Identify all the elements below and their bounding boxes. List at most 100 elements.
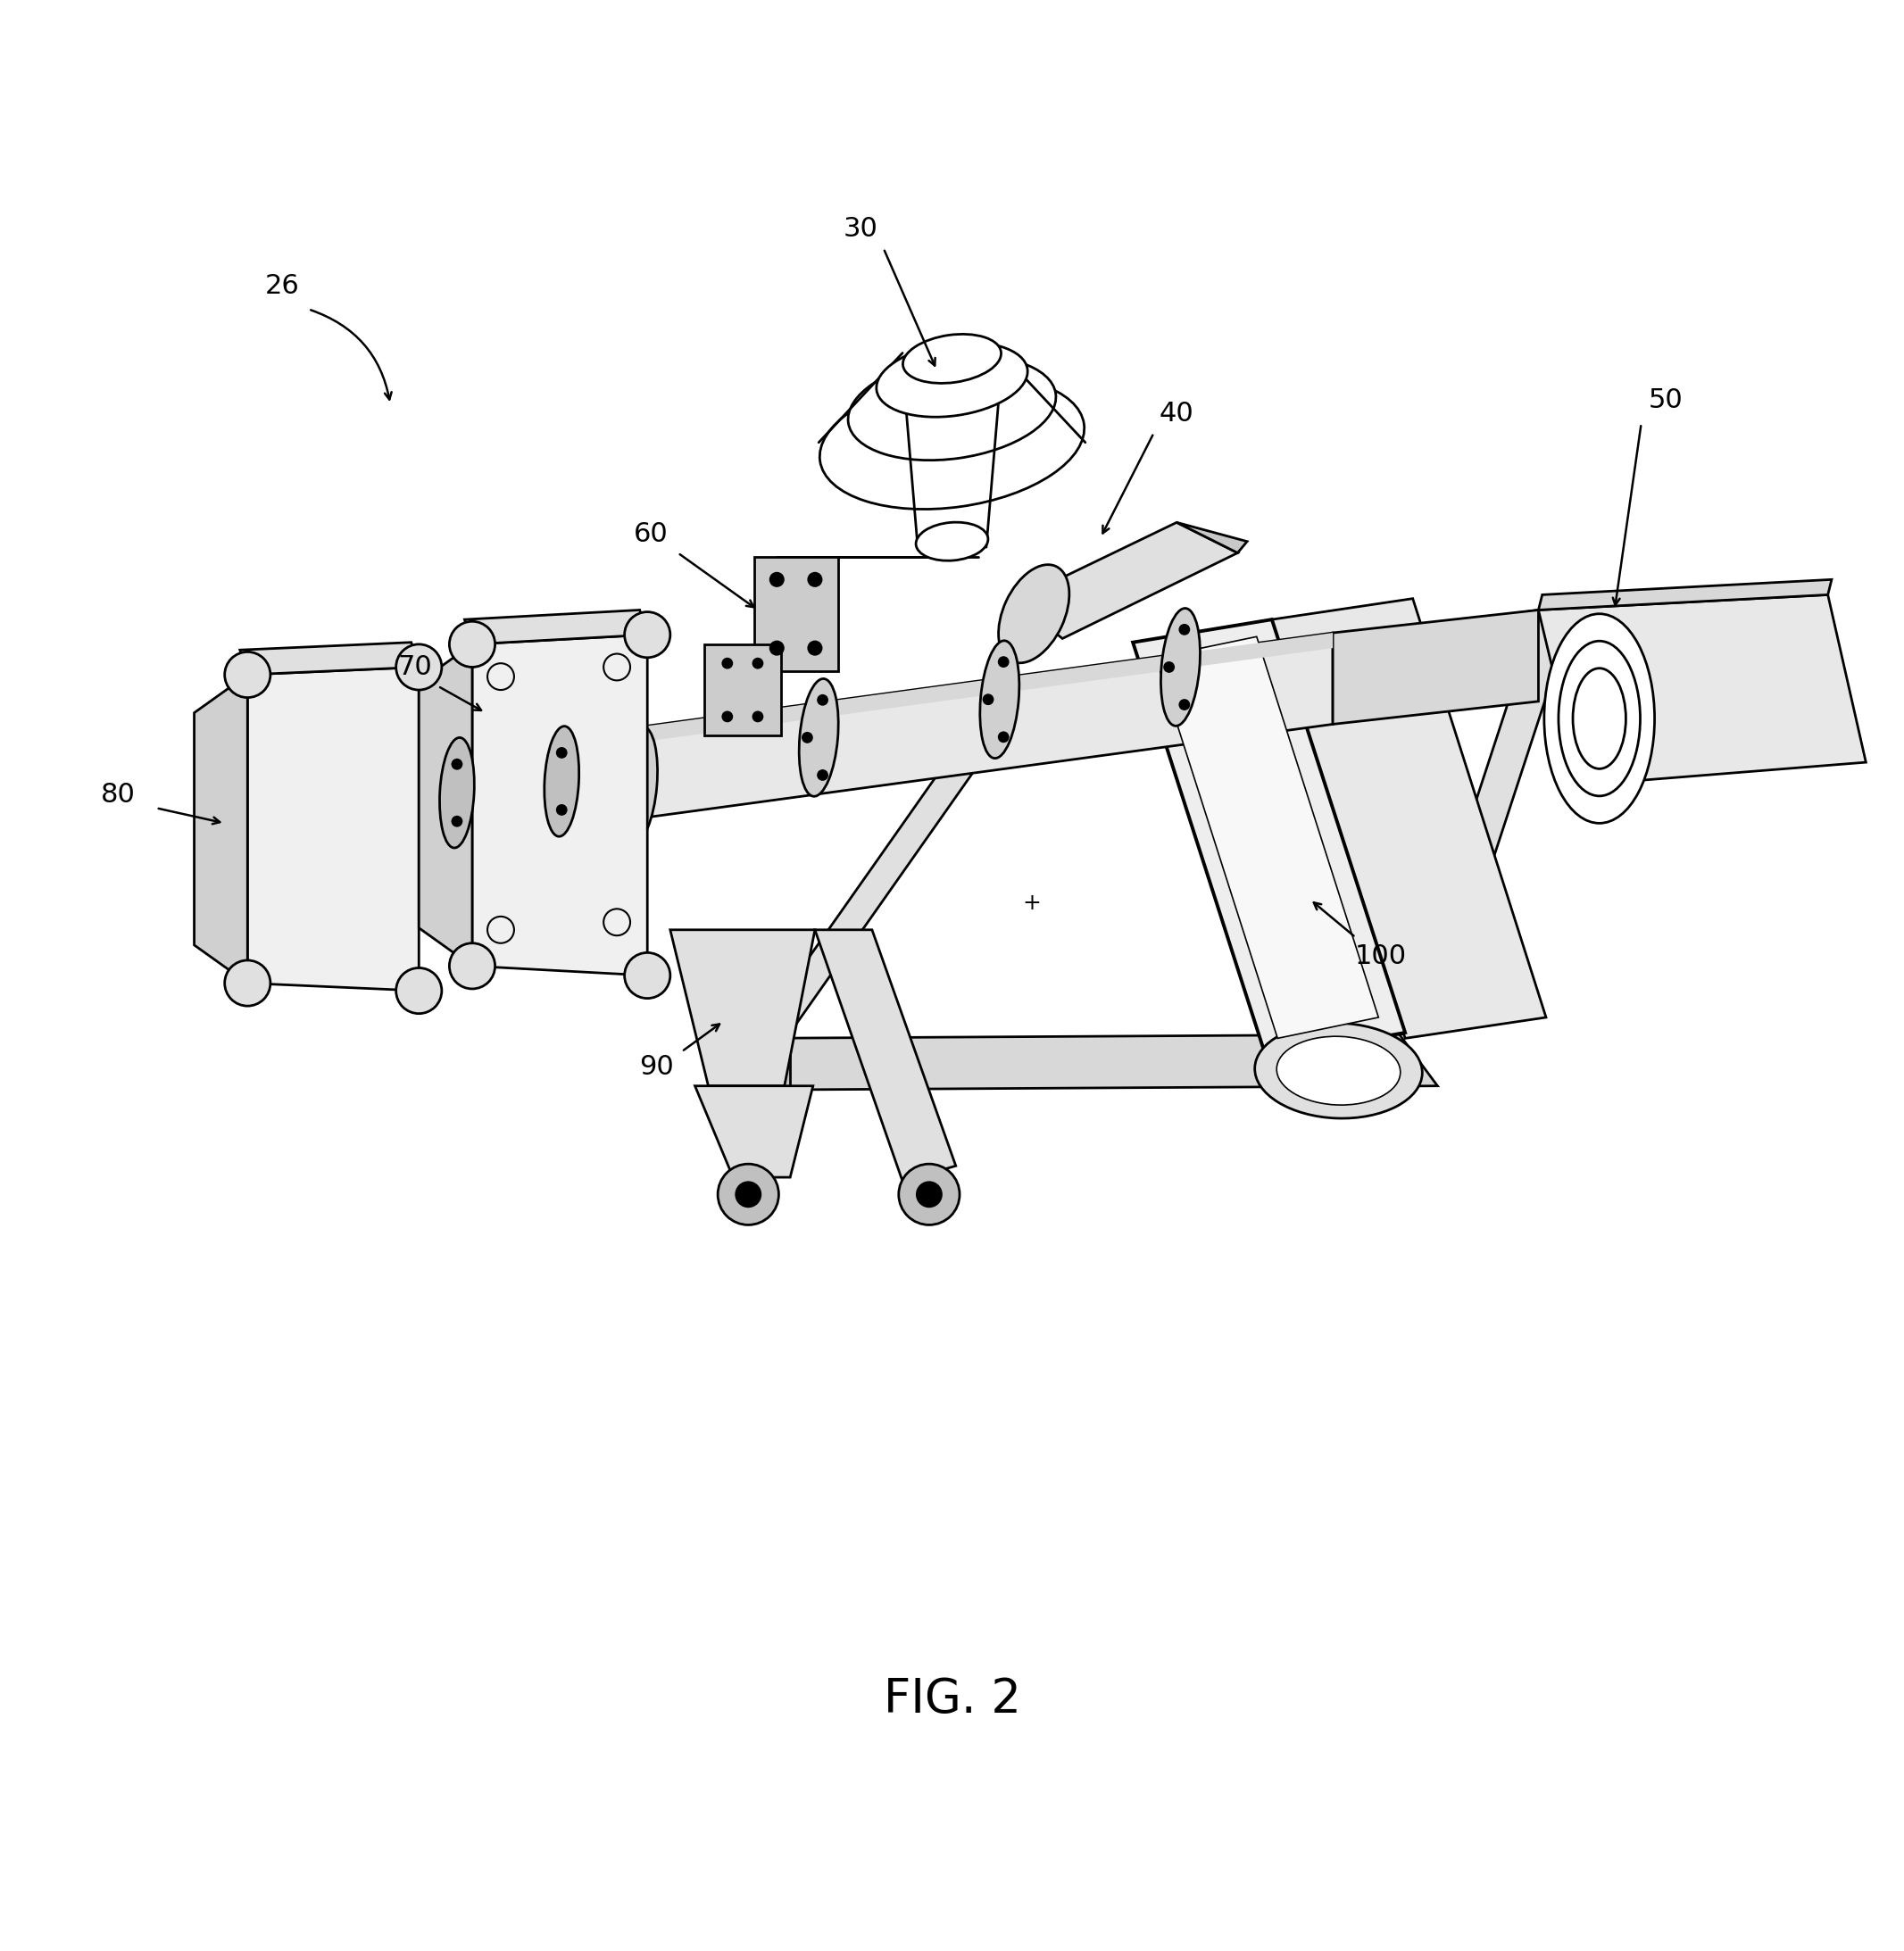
Polygon shape (562, 632, 1333, 829)
Circle shape (998, 656, 1009, 667)
FancyArrowPatch shape (310, 310, 392, 400)
Ellipse shape (847, 357, 1057, 460)
Circle shape (752, 657, 764, 669)
Circle shape (225, 960, 270, 1007)
Ellipse shape (545, 726, 579, 837)
Circle shape (1179, 624, 1190, 636)
Circle shape (625, 952, 670, 999)
Circle shape (916, 1180, 942, 1208)
Polygon shape (1538, 579, 1832, 611)
Polygon shape (1272, 599, 1546, 1038)
Text: 100: 100 (1354, 944, 1407, 970)
Polygon shape (1133, 620, 1405, 1057)
Polygon shape (1538, 595, 1866, 784)
Text: 60: 60 (634, 521, 668, 546)
Ellipse shape (998, 564, 1070, 663)
Polygon shape (1000, 611, 1538, 728)
Polygon shape (194, 675, 248, 983)
Circle shape (556, 747, 567, 759)
Polygon shape (819, 353, 1085, 437)
Circle shape (396, 644, 442, 691)
Ellipse shape (1559, 642, 1639, 796)
Polygon shape (1156, 636, 1378, 1038)
Polygon shape (695, 1087, 813, 1176)
Polygon shape (248, 667, 419, 991)
Circle shape (807, 640, 823, 656)
Circle shape (718, 1165, 779, 1225)
Ellipse shape (800, 679, 838, 796)
Polygon shape (1333, 611, 1538, 724)
Text: 90: 90 (640, 1054, 674, 1079)
Polygon shape (752, 681, 1038, 1038)
Circle shape (621, 778, 632, 790)
Circle shape (449, 622, 495, 667)
Polygon shape (1399, 605, 1577, 1034)
Circle shape (769, 572, 784, 587)
Circle shape (769, 640, 784, 656)
FancyArrowPatch shape (885, 250, 935, 365)
Polygon shape (1177, 523, 1247, 552)
Text: +: + (1022, 892, 1041, 913)
Circle shape (625, 613, 670, 657)
Circle shape (752, 710, 764, 722)
Polygon shape (670, 931, 815, 1087)
Polygon shape (752, 1034, 1438, 1091)
Circle shape (982, 695, 994, 704)
Circle shape (1179, 698, 1190, 710)
Ellipse shape (1573, 669, 1626, 769)
Circle shape (807, 572, 823, 587)
Circle shape (636, 817, 647, 829)
Circle shape (802, 732, 813, 743)
Circle shape (899, 1165, 960, 1225)
Circle shape (451, 816, 463, 827)
Polygon shape (1015, 523, 1238, 638)
Circle shape (225, 652, 270, 698)
Ellipse shape (1255, 1022, 1422, 1118)
Polygon shape (754, 556, 838, 671)
Polygon shape (423, 737, 562, 843)
Polygon shape (465, 611, 647, 644)
Circle shape (449, 942, 495, 989)
Circle shape (451, 759, 463, 771)
Circle shape (817, 695, 828, 706)
Text: 80: 80 (101, 782, 135, 808)
Ellipse shape (876, 341, 1028, 418)
Circle shape (636, 741, 647, 753)
Polygon shape (752, 1038, 790, 1091)
FancyArrowPatch shape (158, 808, 219, 823)
Text: 70: 70 (398, 654, 432, 681)
Ellipse shape (981, 640, 1019, 759)
Text: 50: 50 (1649, 388, 1683, 414)
Ellipse shape (902, 334, 1002, 382)
Circle shape (1163, 661, 1175, 673)
Polygon shape (240, 642, 419, 675)
Polygon shape (562, 632, 1333, 753)
Text: 26: 26 (265, 273, 299, 299)
FancyArrowPatch shape (1613, 425, 1641, 605)
FancyArrowPatch shape (684, 1024, 720, 1050)
Circle shape (722, 710, 733, 722)
Text: 40: 40 (1160, 402, 1194, 427)
Ellipse shape (1161, 609, 1200, 726)
Ellipse shape (440, 737, 474, 849)
Polygon shape (419, 644, 472, 966)
Polygon shape (472, 634, 647, 976)
FancyArrowPatch shape (440, 687, 482, 710)
Polygon shape (562, 732, 638, 829)
Circle shape (817, 769, 828, 780)
Ellipse shape (1544, 615, 1655, 823)
Polygon shape (704, 644, 781, 736)
Circle shape (735, 1180, 762, 1208)
Ellipse shape (1278, 1036, 1399, 1104)
FancyArrowPatch shape (1102, 435, 1152, 533)
FancyArrowPatch shape (680, 554, 754, 607)
Ellipse shape (916, 523, 988, 560)
Circle shape (722, 657, 733, 669)
Circle shape (396, 968, 442, 1015)
Polygon shape (815, 931, 956, 1180)
Ellipse shape (619, 726, 657, 845)
Text: 30: 30 (843, 217, 878, 242)
Circle shape (998, 732, 1009, 743)
Circle shape (556, 804, 567, 816)
Text: FIG. 2: FIG. 2 (883, 1676, 1021, 1723)
